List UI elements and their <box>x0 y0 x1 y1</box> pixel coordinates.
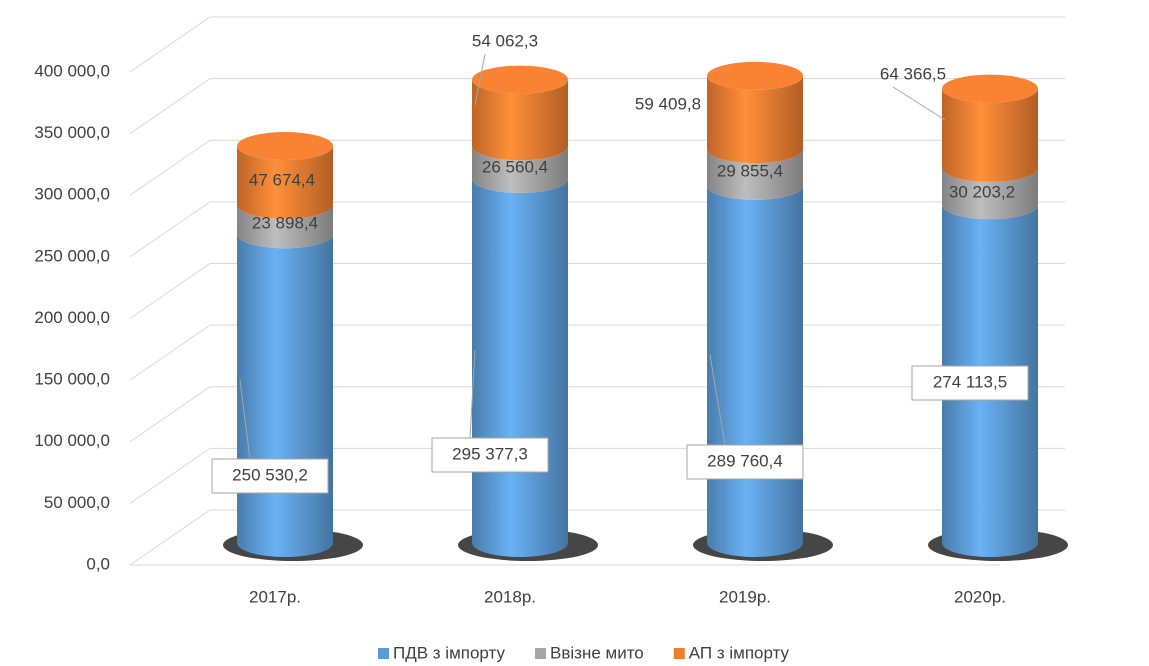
cylinder-segment <box>942 88 1038 182</box>
cylinder-cap <box>237 132 333 161</box>
grid-line <box>129 78 1065 135</box>
x-tick-label: 2017р. <box>249 587 301 606</box>
data-label: 59 409,8 <box>635 94 701 113</box>
callout <box>892 86 946 121</box>
callout <box>239 379 251 460</box>
cylinder-segment <box>472 178 568 557</box>
legend-swatch <box>673 648 685 659</box>
x-tick-label: 2020р. <box>954 587 1006 606</box>
callout <box>469 349 476 439</box>
legend-swatch <box>378 648 389 659</box>
x-tick-label: 2019р. <box>719 587 771 606</box>
data-label: 295 377,3 <box>452 444 528 463</box>
cylinder-segment <box>237 204 333 249</box>
y-tick-label: 400 000,0 <box>34 61 110 80</box>
y-tick-label: 350 000,0 <box>34 123 110 142</box>
data-label: 250 530,2 <box>232 465 308 484</box>
data-label: 30 203,2 <box>949 182 1015 201</box>
data-label: 54 062,3 <box>472 31 538 50</box>
cylinder-segment <box>472 146 568 193</box>
data-label: 47 674,4 <box>249 170 315 189</box>
legend-label: Ввізне мито <box>550 643 644 662</box>
y-tick-label: 250 000,0 <box>34 246 110 265</box>
cylinder-segment <box>237 234 333 557</box>
cylinder-cap <box>472 65 568 94</box>
y-tick-label: 200 000,0 <box>34 308 110 327</box>
cylinder-segment <box>942 167 1038 220</box>
data-label: 274 113,5 <box>933 372 1007 391</box>
y-tick-label: 300 000,0 <box>34 185 110 204</box>
grid-line <box>129 16 1065 73</box>
cylinder-segment <box>707 75 803 164</box>
data-label: 23 898,4 <box>252 213 318 232</box>
callout <box>709 354 726 446</box>
cylinder-cap <box>942 74 1038 103</box>
cylinder-segment <box>237 146 333 219</box>
x-tick-label: 2018р. <box>484 587 536 606</box>
data-label: 64 366,5 <box>880 64 946 83</box>
data-label: 289 760,4 <box>707 451 783 470</box>
label-box <box>431 437 549 473</box>
legend-label: ПДВ з імпорту <box>393 643 505 662</box>
y-tick-label: 50 000,0 <box>44 493 110 512</box>
cylinder-segment <box>707 149 803 200</box>
y-tick-label: 150 000,0 <box>34 370 110 389</box>
data-label: 26 560,4 <box>482 157 548 176</box>
label-box <box>686 444 804 480</box>
cylinder-segment <box>707 185 803 557</box>
y-tick-label: 100 000,0 <box>34 431 110 450</box>
legend-swatch <box>535 648 546 659</box>
data-label: 29 855,4 <box>717 161 783 180</box>
legend-label: АП з імпорту <box>689 643 790 662</box>
cylinder-cap <box>707 61 803 90</box>
cylinder-segment <box>472 79 568 161</box>
label-box <box>211 458 329 494</box>
label-box <box>911 365 1029 401</box>
y-tick-label: 0,0 <box>86 554 110 573</box>
callout <box>474 53 486 106</box>
